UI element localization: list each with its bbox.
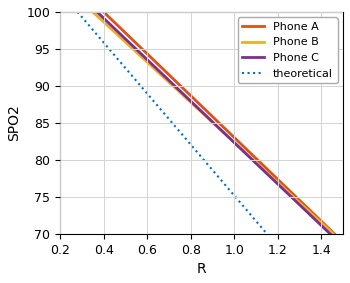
theoretical (75, 10, 79, 14)
Phone B (233, 142, 237, 145)
Phone B (293, 197, 298, 201)
Phone A (102, 10, 106, 14)
Line: Phone C: Phone C (97, 12, 330, 234)
Line: Phone A: Phone A (104, 12, 334, 234)
Phone A (243, 146, 247, 149)
Phone C (328, 232, 332, 235)
theoretical (248, 213, 253, 216)
Legend: Phone A, Phone B, Phone C, theoretical: Phone A, Phone B, Phone C, theoretical (238, 18, 337, 83)
theoretical (126, 69, 130, 73)
X-axis label: R: R (197, 262, 206, 276)
theoretical (87, 23, 91, 27)
Phone B (234, 142, 238, 146)
Y-axis label: SPO2: SPO2 (7, 104, 21, 141)
Phone A (296, 197, 300, 201)
theoretical (111, 52, 115, 55)
Phone C (233, 142, 237, 145)
Phone B (309, 211, 313, 215)
Phone C (306, 211, 310, 215)
Phone C (234, 142, 238, 146)
theoretical (83, 19, 87, 23)
Phone A (238, 142, 242, 145)
Phone C (95, 10, 99, 14)
Phone A (332, 232, 336, 235)
Line: Phone B: Phone B (93, 12, 333, 234)
Phone B (91, 10, 95, 14)
Phone C (291, 197, 295, 201)
Line: theoretical: theoretical (77, 12, 267, 234)
Phone B (91, 11, 96, 14)
theoretical (255, 221, 259, 224)
theoretical (265, 232, 269, 235)
Phone A (102, 11, 106, 14)
Phone A (239, 142, 243, 146)
Phone A (311, 211, 315, 215)
Phone B (238, 146, 242, 149)
Phone C (96, 11, 100, 14)
Phone B (331, 232, 335, 235)
Phone C (238, 146, 242, 149)
